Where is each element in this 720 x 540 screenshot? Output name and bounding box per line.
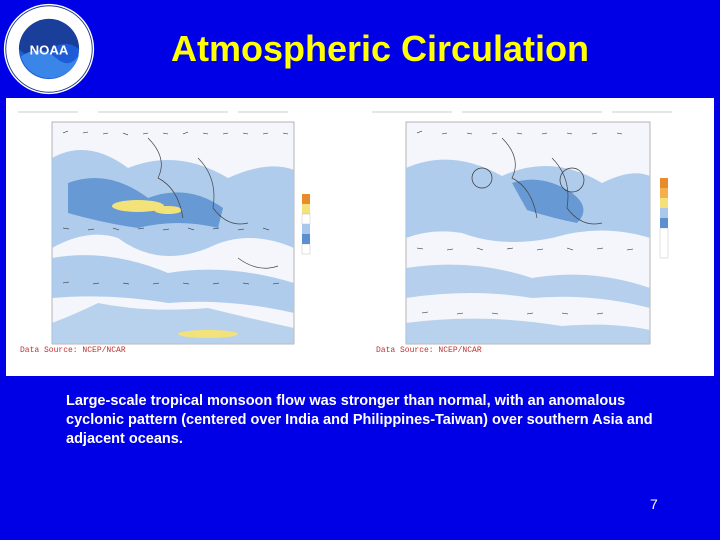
slide-caption: Large-scale tropical monsoon flow was st…	[66, 393, 653, 447]
source-label-left: Data Source: NCEP/NCAR	[20, 346, 126, 355]
slide-title: Atmospheric Circulation	[170, 28, 590, 69]
source-label-right: Data Source: NCEP/NCAR	[376, 346, 482, 355]
page-number: 7	[650, 496, 658, 512]
wind-map-left	[8, 98, 356, 376]
svg-text:NOAA: NOAA	[30, 43, 69, 58]
wind-map-right	[362, 98, 712, 376]
map-panels: Data Source: NCEP/NCAR Data Source: NCEP…	[6, 98, 714, 376]
noaa-logo: NOAA	[3, 3, 95, 95]
